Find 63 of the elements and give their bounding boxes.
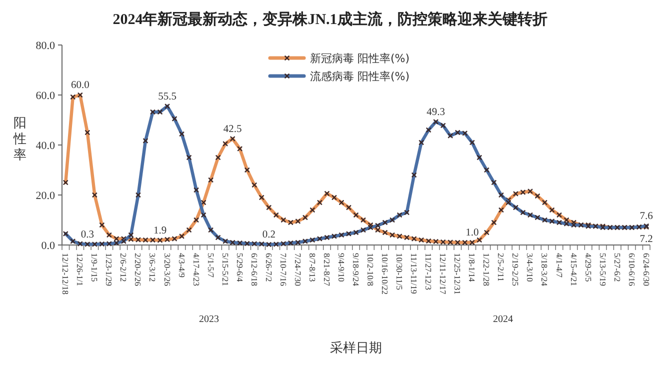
y-tick-label: 40.0 xyxy=(36,140,56,152)
data-label: 1.0 xyxy=(466,228,479,238)
x-tick-label: 4/15-4/21 xyxy=(568,253,579,286)
y-tick-label: 0.0 xyxy=(41,240,56,252)
data-label: 1.9 xyxy=(153,225,167,236)
x-tick-label: 1/8-1/14 xyxy=(467,253,478,283)
x-tick-label: 6/26-7/2 xyxy=(264,253,274,282)
x-tick-label: 12/26-1/1 xyxy=(75,253,86,286)
x-tick-label: 5/29-6/4 xyxy=(234,253,245,283)
x-tick-label: 5/1-5/7 xyxy=(206,253,216,278)
data-label: 60.0 xyxy=(70,80,90,91)
data-label: 0.2 xyxy=(262,230,276,240)
x-tick-label: 8/21-8/27 xyxy=(322,253,332,286)
y-tick-label: 60.0 xyxy=(36,90,56,102)
x-tick-label: 3/4-3/10 xyxy=(525,253,536,282)
x-tick-label: 10/2-10/8 xyxy=(366,253,376,286)
x-tick-label: 4/29-5/5 xyxy=(583,253,594,282)
data-label: 0.3 xyxy=(80,229,94,240)
x-tick-label: 12/25-12/31 xyxy=(452,253,463,295)
x-tick-label: 2/5-2/11 xyxy=(496,253,506,282)
x-tick-label: 9/4-9/10 xyxy=(336,253,346,282)
x-tick-label: 6/24-6/30 xyxy=(641,253,652,286)
x-tick-label: 7/10-7/16 xyxy=(278,253,288,286)
legend-label: 新冠病毒 阳性率(%) xyxy=(310,52,410,65)
data-label: 55.5 xyxy=(158,91,176,102)
x-tick-label: 7/24-7/30 xyxy=(292,253,303,286)
text: 2023 xyxy=(199,314,219,325)
x-tick-label: 11/27-12/3 xyxy=(424,253,434,290)
x-tick-label: 5/15-5/21 xyxy=(220,253,230,286)
x-tick-label: 1/9-1/15 xyxy=(90,253,100,282)
x-tick-label: 2/6-2/12 xyxy=(118,253,129,282)
x-tick-label: 8/7-8/13 xyxy=(307,253,318,282)
data-label: 7.6 xyxy=(640,211,653,222)
x-tick-label: 5/27-6/2 xyxy=(612,253,622,282)
x-tick-label: 6/10-6/16 xyxy=(626,253,637,286)
x-tick-label: 2/19-2/25 xyxy=(510,253,521,286)
x-tick-label: 4/1-4/7 xyxy=(554,253,564,278)
x-tick-label: 3/20-3/26 xyxy=(162,253,172,286)
x-tick-label: 10/30-11/5 xyxy=(394,253,405,290)
x-tick-label: 12/11-12/17 xyxy=(438,253,448,294)
x-tick-label: 10/16-10/22 xyxy=(380,253,390,295)
y-tick-label: 20.0 xyxy=(36,190,56,202)
data-label: 7.2 xyxy=(640,234,653,245)
x-tick-label: 1/22-1/28 xyxy=(482,253,492,286)
x-tick-label: 4/17-4/23 xyxy=(191,253,202,286)
x-axis-title: 采样日期 xyxy=(330,341,382,356)
data-label: 49.3 xyxy=(426,106,446,118)
x-tick-label: 3/18-3/24 xyxy=(540,253,550,287)
text: 2024 xyxy=(493,314,513,325)
y-tick-label: 80.0 xyxy=(36,40,56,52)
x-tick-label: 12/12-12/18 xyxy=(60,253,71,295)
x-tick-label: 2/20-2/26 xyxy=(133,253,144,286)
x-tick-label: 1/23-1/29 xyxy=(104,253,114,286)
data-label: 42.5 xyxy=(223,124,242,135)
x-tick-label: 6/12-6/18 xyxy=(249,253,260,286)
x-tick-label: 11/13-11/19 xyxy=(409,253,420,294)
y-axis-title: 阳性率 xyxy=(12,116,26,163)
x-tick-label: 5/13-5/19 xyxy=(598,253,608,286)
x-tick-label: 3/6-3/12 xyxy=(148,253,158,282)
x-tick-label: 4/3-4/9 xyxy=(176,253,187,278)
x-tick-label: 9/18-9/24 xyxy=(351,253,361,287)
legend-label: 流感病毒 阳性率(%) xyxy=(310,70,410,83)
chart-title: 2024年新冠最新动态，变异株JN.1成主流，防控策略迎来关键转折 xyxy=(112,10,548,28)
